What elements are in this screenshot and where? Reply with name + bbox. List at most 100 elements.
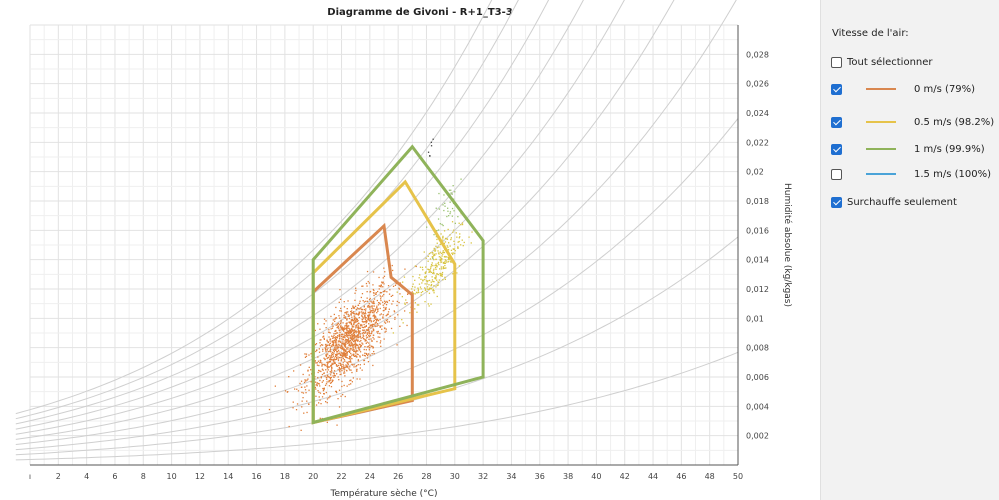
data-point: [318, 369, 320, 372]
data-point: [435, 245, 437, 247]
data-point: [349, 360, 352, 362]
data-point: [446, 245, 448, 247]
data-point: [341, 333, 343, 335]
data-point: [316, 349, 318, 351]
speed-row-3[interactable]: 1.5 m/s (100%): [831, 166, 991, 182]
data-point: [349, 347, 351, 350]
data-point: [369, 344, 371, 346]
data-point: [345, 342, 347, 344]
data-point: [320, 376, 322, 378]
data-point: [286, 391, 288, 393]
data-point: [372, 308, 374, 310]
speed-row-2[interactable]: 1 m/s (99.9%): [831, 141, 985, 157]
data-point: [319, 392, 322, 394]
data-point: [361, 342, 363, 344]
data-point: [371, 301, 373, 304]
speed-row-1[interactable]: 0.5 m/s (98.2%): [831, 114, 994, 130]
data-point: [303, 412, 305, 414]
data-point: [327, 357, 329, 359]
data-point: [439, 268, 441, 270]
data-point: [323, 388, 325, 391]
data-point: [375, 316, 377, 318]
speed-checkbox-3[interactable]: [831, 168, 842, 180]
data-point: [334, 330, 336, 332]
overheat-checkbox[interactable]: [831, 196, 842, 208]
data-point: [355, 365, 357, 368]
data-point: [342, 333, 344, 336]
data-point: [360, 296, 362, 299]
speed-swatch-2: [866, 148, 896, 150]
speed-swatch-0: [866, 88, 896, 90]
data-point: [391, 303, 393, 305]
data-point: [359, 355, 361, 357]
data-point: [369, 347, 371, 349]
data-point: [348, 368, 350, 370]
data-point: [402, 281, 404, 283]
data-point: [468, 236, 470, 238]
data-point: [369, 324, 372, 326]
x-tick-label: 28: [421, 472, 431, 481]
data-point: [346, 366, 349, 368]
data-point: [329, 342, 331, 344]
data-point: [421, 282, 423, 284]
data-point: [356, 370, 358, 372]
data-point: [444, 259, 446, 261]
select-all-checkbox[interactable]: [831, 56, 842, 68]
data-point: [315, 395, 317, 397]
data-point: [314, 386, 316, 389]
speed-label-3: 1.5 m/s (100%): [914, 168, 991, 180]
y-tick-labels: 0,002 0,004 0,006 0,008 0,01 0,012 0,014 0,016 0…: [746, 50, 769, 440]
data-point: [315, 384, 317, 386]
data-point: [292, 401, 294, 403]
data-point: [392, 269, 394, 272]
data-point: [358, 348, 360, 350]
data-point: [444, 276, 446, 278]
data-point: [354, 355, 356, 357]
data-point: [345, 327, 347, 330]
speed-checkbox-2[interactable]: [831, 143, 842, 155]
data-point: [331, 344, 334, 346]
speed-checkbox-1[interactable]: [831, 116, 842, 128]
overheat-row[interactable]: Surchauffe seulement: [831, 194, 957, 210]
data-point: [436, 279, 438, 281]
data-point: [379, 326, 382, 328]
data-point: [342, 363, 344, 365]
data-point: [364, 326, 366, 328]
data-point: [348, 331, 350, 334]
data-point: [346, 385, 348, 387]
data-point: [321, 364, 323, 366]
data-point: [364, 339, 367, 341]
data-point: [337, 351, 339, 353]
data-point: [332, 355, 334, 357]
data-point: [334, 358, 337, 361]
data-point: [424, 289, 426, 291]
data-point: [366, 357, 369, 359]
data-point: [373, 328, 375, 331]
data-point: [332, 322, 334, 324]
data-point: [426, 226, 428, 228]
data-point: [371, 340, 373, 342]
data-point: [339, 322, 342, 324]
speed-checkbox-0[interactable]: [831, 83, 842, 95]
data-point: [403, 276, 406, 278]
x-tick-label: 20: [308, 472, 318, 481]
data-point: [350, 337, 352, 339]
data-point: [365, 349, 367, 351]
data-point: [336, 391, 338, 394]
data-point: [326, 367, 329, 369]
data-point: [347, 311, 349, 313]
data-point: [379, 285, 381, 287]
data-point: [319, 370, 321, 372]
select-all-row[interactable]: Tout sélectionner: [831, 54, 933, 70]
data-point: [454, 222, 456, 224]
data-point: [449, 234, 451, 236]
data-point: [352, 345, 354, 347]
data-point: [407, 293, 409, 295]
data-point: [310, 353, 312, 355]
data-point: [417, 288, 420, 290]
data-point: [326, 361, 328, 364]
speed-row-0[interactable]: 0 m/s (79%): [831, 81, 975, 97]
y-tick-label: 0,008: [746, 344, 769, 353]
data-point: [349, 350, 351, 352]
data-point: [344, 395, 346, 398]
